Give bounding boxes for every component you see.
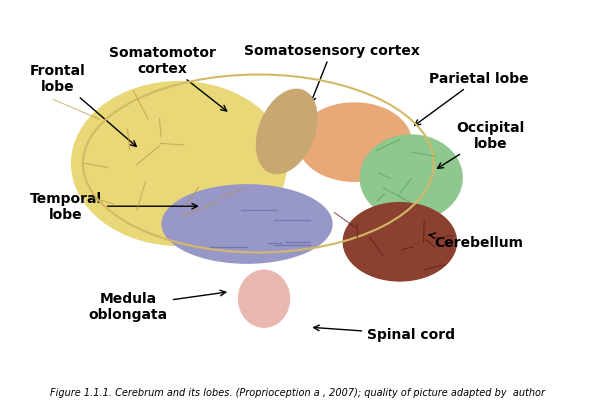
Ellipse shape (162, 185, 332, 263)
Ellipse shape (360, 136, 462, 221)
Text: Cerebellum: Cerebellum (429, 233, 524, 249)
Text: Parietal lobe: Parietal lobe (415, 72, 529, 126)
Text: Somatosensory cortex: Somatosensory cortex (244, 43, 420, 103)
Text: Occipital
lobe: Occipital lobe (437, 121, 524, 169)
Text: Spinal cord: Spinal cord (313, 325, 455, 342)
Text: Medula
oblongata: Medula oblongata (89, 290, 226, 321)
Text: Frontal
lobe: Frontal lobe (30, 64, 136, 147)
Text: Temporal
lobe: Temporal lobe (30, 192, 197, 222)
Ellipse shape (298, 104, 411, 182)
Ellipse shape (72, 83, 287, 246)
Ellipse shape (256, 90, 317, 174)
Ellipse shape (343, 203, 457, 281)
Text: Figure 1.1.1. Cerebrum and its lobes. (Proprioception a , 2007); quality of pict: Figure 1.1.1. Cerebrum and its lobes. (P… (51, 387, 545, 397)
Ellipse shape (238, 271, 290, 327)
Text: Somatomotor
cortex: Somatomotor cortex (108, 46, 226, 112)
